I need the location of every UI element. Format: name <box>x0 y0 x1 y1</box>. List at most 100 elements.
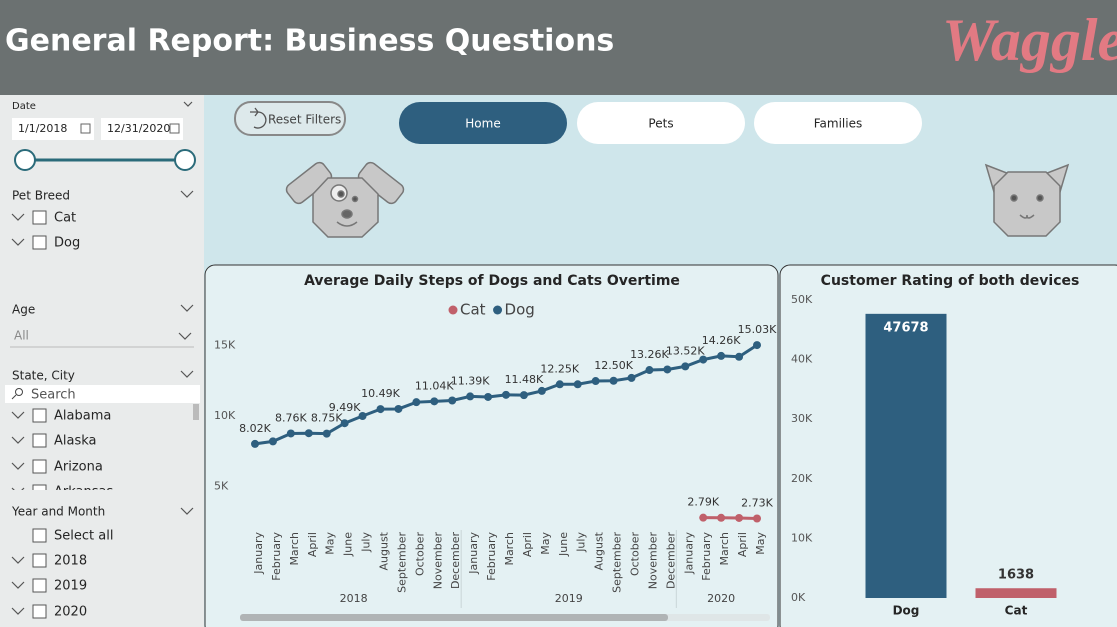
data-label: 12.25K <box>540 362 579 375</box>
checkbox[interactable] <box>32 433 47 448</box>
filter-pane <box>0 95 204 627</box>
y-tick-label: 0K <box>791 591 806 604</box>
data-label: 10.49K <box>361 387 400 400</box>
y-tick-label: 15K <box>214 339 236 352</box>
checkbox[interactable] <box>32 210 47 225</box>
nav-label: Home <box>465 117 500 131</box>
x-tick-label: October <box>629 532 642 576</box>
slicer-label: Age <box>12 303 35 317</box>
data-point <box>358 412 367 420</box>
x-tick-label: March <box>288 532 301 566</box>
x-tick-label: Dog <box>893 604 920 618</box>
date-input[interactable] <box>101 118 183 140</box>
data-point <box>753 341 761 350</box>
x-tick-label: May <box>324 532 337 555</box>
collapse-icon[interactable] <box>180 370 194 378</box>
date-end: 12/31/2020 <box>107 122 170 135</box>
expand-icon[interactable] <box>11 411 25 419</box>
collapse-icon[interactable] <box>183 101 193 107</box>
checkbox[interactable] <box>32 578 47 593</box>
data-label: 11.04K <box>415 379 454 392</box>
collapse-icon[interactable] <box>180 190 194 198</box>
data-point <box>735 352 744 361</box>
series-line <box>703 516 758 521</box>
data-label: 8.02K <box>239 422 271 435</box>
state-list: Alabama Alaska Arizona Arkansas <box>11 408 113 498</box>
cat-icon <box>984 163 1070 237</box>
data-label: 9.49K <box>329 401 361 414</box>
search-icon <box>15 388 23 396</box>
data-label: 2.73K <box>741 497 773 510</box>
x-tick-label: December <box>449 532 462 590</box>
expand-icon[interactable] <box>11 581 25 589</box>
date-input[interactable] <box>12 118 94 140</box>
dropdown-value[interactable]: All <box>14 329 29 343</box>
data-label: 47678 <box>883 320 928 335</box>
y-tick-label: 10K <box>214 409 236 422</box>
data-point <box>645 366 654 375</box>
checkbox[interactable] <box>32 484 47 498</box>
search-box[interactable] <box>5 385 200 403</box>
scrollbar[interactable] <box>193 404 199 420</box>
bar <box>975 588 1057 598</box>
collapse-icon[interactable] <box>180 507 194 515</box>
slider-handle[interactable] <box>174 149 196 171</box>
checkbox[interactable] <box>32 235 47 250</box>
checkbox[interactable] <box>32 528 47 543</box>
data-label: 15.03K <box>738 323 777 336</box>
slicer-label: State, City <box>12 369 75 383</box>
data-point <box>681 362 690 371</box>
data-point <box>376 405 385 414</box>
data-point <box>484 392 493 401</box>
reset-label: Reset Filters <box>268 113 341 127</box>
expand-icon[interactable] <box>11 556 25 564</box>
nav-button[interactable] <box>399 102 567 144</box>
x-tick-label: November <box>646 532 659 590</box>
header-bar <box>0 0 1117 95</box>
x-tick-label: June <box>342 532 355 557</box>
data-label: 8.75K <box>311 412 343 425</box>
option: Cat <box>54 211 76 226</box>
x-tick-label: September <box>611 532 624 593</box>
x-tick-label: February <box>485 532 498 581</box>
dropdown-icon[interactable] <box>178 332 192 340</box>
data-label: 1638 <box>998 568 1034 583</box>
scrollbar[interactable] <box>240 614 668 621</box>
data-label: 11.48K <box>505 373 544 386</box>
chart-frame <box>779 264 1117 627</box>
collapse-icon[interactable] <box>180 304 194 312</box>
nav-button[interactable] <box>577 102 745 144</box>
checkbox[interactable] <box>32 459 47 474</box>
data-point <box>717 351 726 360</box>
y-tick-label: 20K <box>791 472 813 485</box>
chart-frame <box>204 264 779 627</box>
expand-icon[interactable] <box>11 607 25 615</box>
option: Alabama <box>54 409 111 424</box>
calendar-icon[interactable] <box>80 123 91 134</box>
x-tick-label: July <box>575 532 588 553</box>
slider-handle[interactable] <box>14 149 36 171</box>
expand-icon[interactable] <box>11 213 25 221</box>
x-tick-label: March <box>718 532 731 566</box>
x-tick-label: January <box>467 532 480 575</box>
calendar-icon[interactable] <box>169 123 180 134</box>
legend-marker <box>448 305 458 315</box>
x-tick-label: February <box>700 532 713 581</box>
x-tick-label: April <box>736 532 749 557</box>
expand-icon[interactable] <box>11 462 25 470</box>
y-tick-label: 40K <box>791 353 813 366</box>
data-label: 14.26K <box>702 334 741 347</box>
nav-button[interactable] <box>754 102 922 144</box>
expand-icon[interactable] <box>11 436 25 444</box>
x-tick-label: January <box>682 532 695 575</box>
checkbox[interactable] <box>32 553 47 568</box>
expand-icon[interactable] <box>11 238 25 246</box>
data-point <box>502 390 510 399</box>
x-tick-label: December <box>664 532 677 590</box>
x-tick-label: August <box>593 531 606 570</box>
checkbox[interactable] <box>32 408 47 423</box>
slicer-label: Date <box>12 101 36 112</box>
checkbox[interactable] <box>32 604 47 619</box>
search-icon <box>11 394 17 400</box>
